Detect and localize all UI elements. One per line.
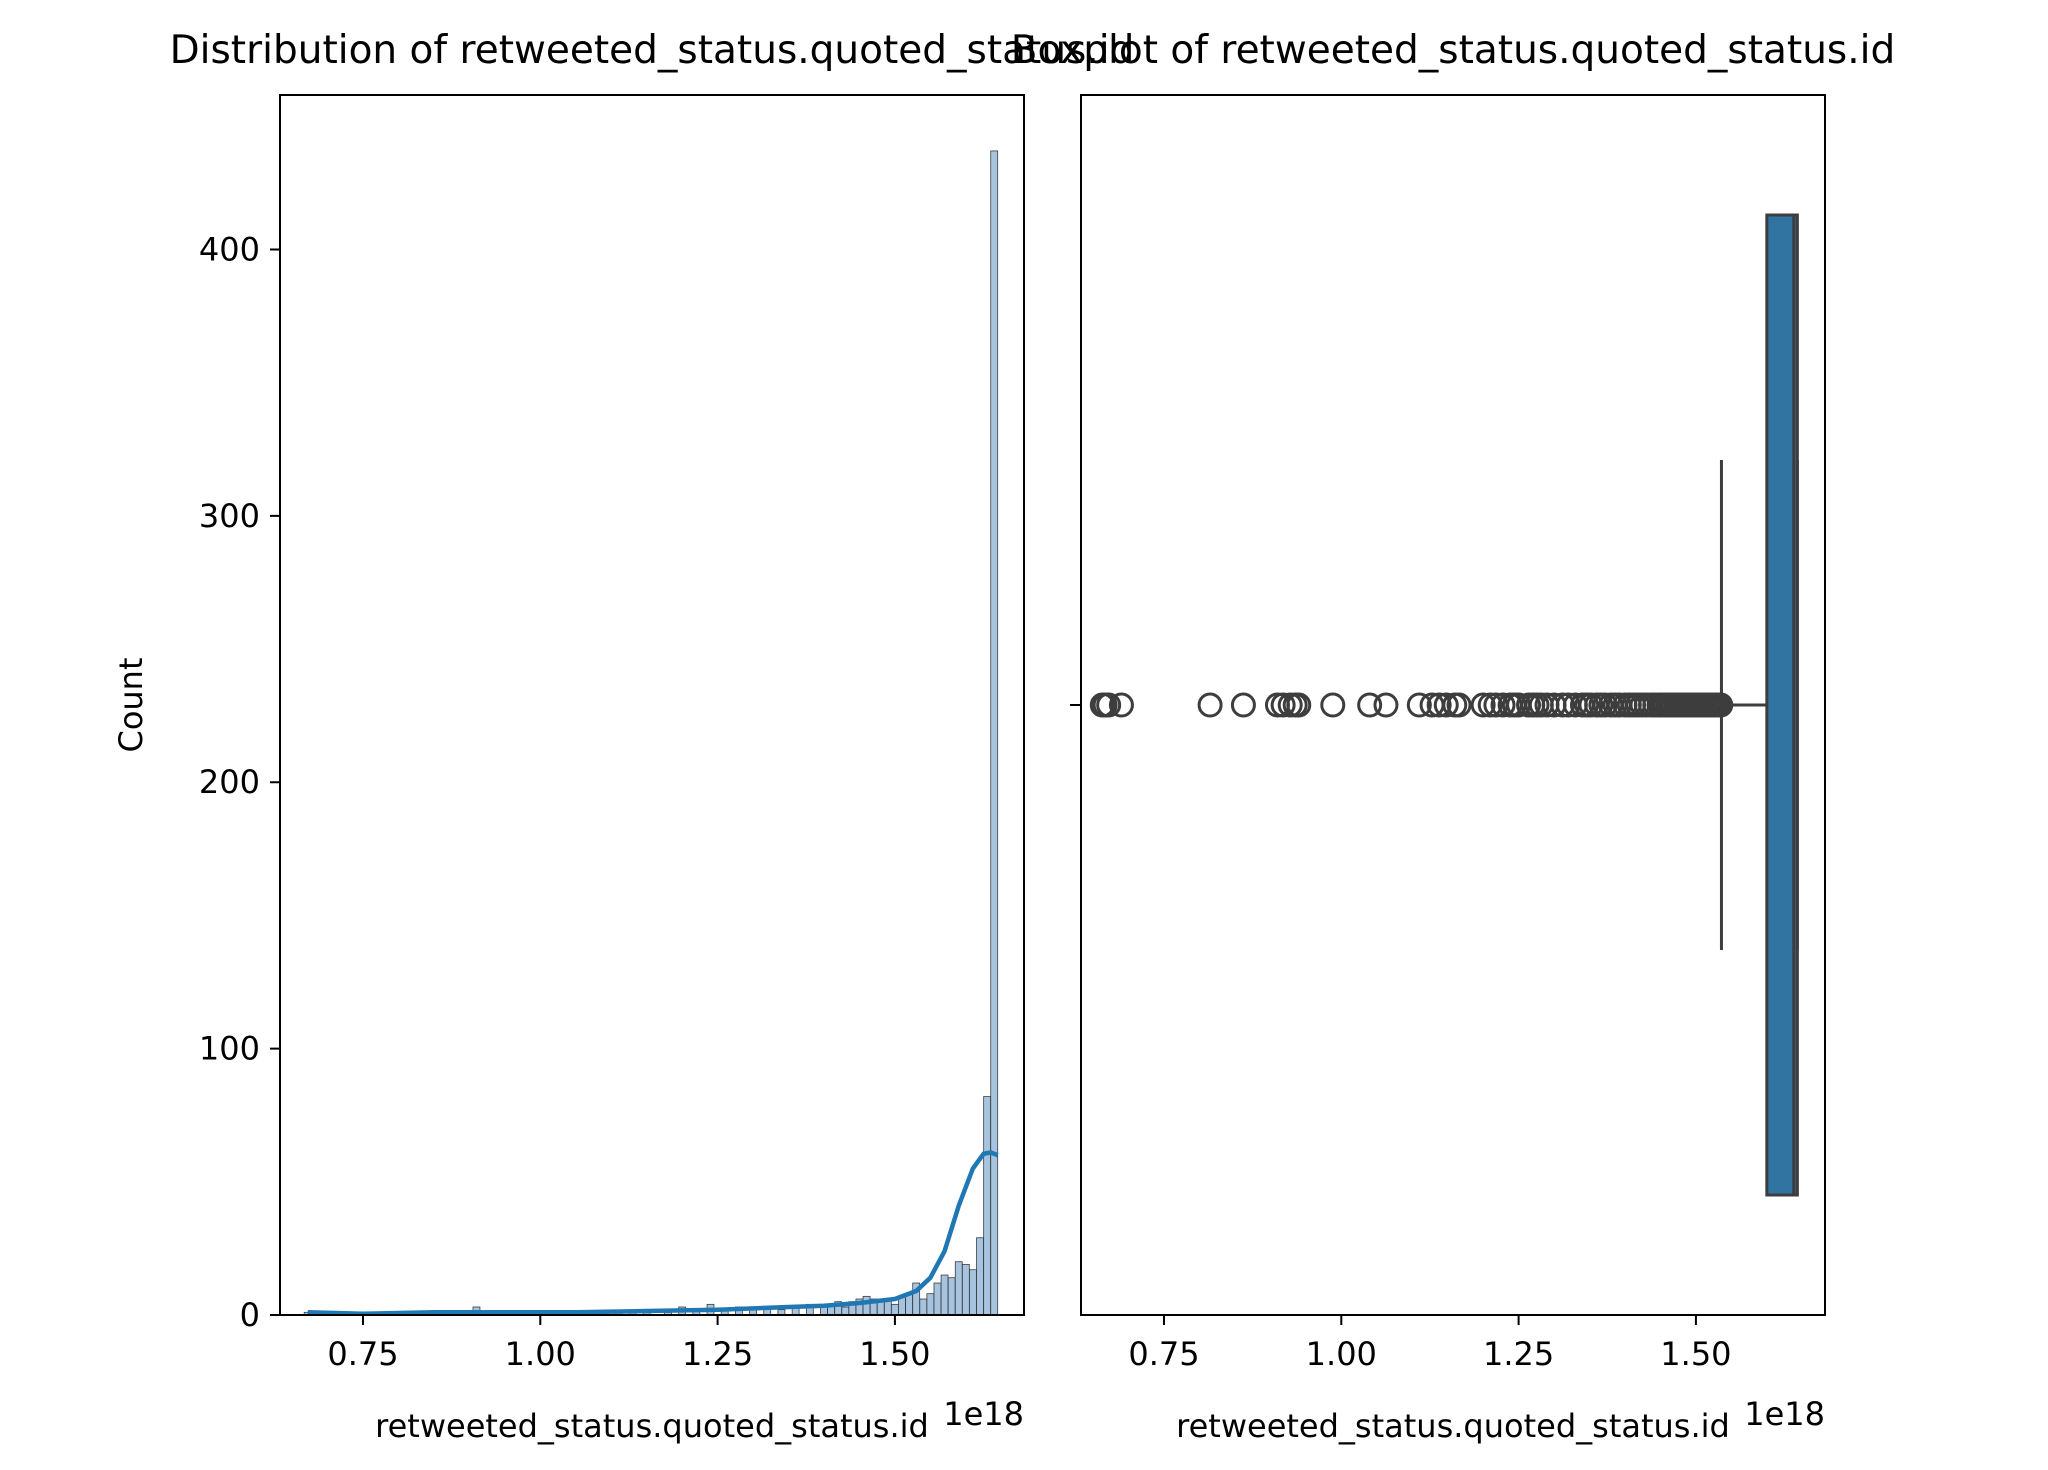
histogram-bar: [940, 1274, 949, 1316]
outlier-point: [1446, 692, 1472, 718]
histogram-bar: [862, 1295, 871, 1316]
histogram-bar: [926, 1293, 935, 1316]
y-tick-label: 100: [199, 1030, 260, 1068]
x-tick-label: 1.25: [682, 1335, 753, 1373]
outlier-point: [1490, 692, 1516, 718]
histogram-x-axis-label: retweeted_status.quoted_status.id: [375, 1407, 929, 1445]
histogram-bar: [954, 1261, 963, 1316]
histogram-bar: [990, 150, 999, 1316]
outlier-point: [1433, 692, 1459, 718]
histogram-bar: [820, 1306, 828, 1316]
histogram-y-ticks: 0 100 200 300 400: [199, 230, 280, 1334]
x-tick-label: 1.00: [505, 1335, 576, 1373]
histogram-bar: [969, 1269, 977, 1316]
outlier-point: [1286, 692, 1312, 718]
histogram-bar: [976, 1237, 984, 1316]
histogram-bar: [933, 1282, 942, 1316]
histogram-bar: [891, 1303, 899, 1316]
boxplot-x-ticks: 0.75 1.00 1.25 1.50: [1128, 1315, 1732, 1373]
outlier-point: [1426, 692, 1452, 718]
histogram-bar: [983, 1096, 991, 1316]
y-tick-label: 200: [199, 763, 260, 801]
x-tick-label: 1.25: [1483, 1335, 1554, 1373]
outlier-point: [1406, 692, 1432, 718]
outlier-point: [1197, 692, 1223, 718]
outlier-point: [1373, 692, 1399, 718]
boxplot-outliers: [1089, 692, 1734, 718]
outlier-point: [1470, 692, 1496, 718]
boxplot-x-axis-label: retweeted_status.quoted_status.id: [1176, 1407, 1730, 1445]
histogram-bar: [876, 1301, 885, 1316]
x-tick-label: 0.75: [1128, 1335, 1199, 1373]
outlier-point: [1230, 692, 1256, 718]
x-tick-label: 1.50: [1660, 1335, 1731, 1373]
histogram-axes-frame: [279, 94, 1025, 1316]
histogram-bar: [919, 1298, 928, 1316]
y-tick-label: 400: [199, 230, 260, 268]
x-tick-label: 1.00: [1306, 1335, 1377, 1373]
boxplot-box: [1765, 213, 1799, 1197]
outlier-point: [1108, 692, 1134, 718]
boxplot-axes-frame: [1080, 94, 1826, 1316]
histogram-y-axis-label: Count: [112, 657, 150, 752]
histogram-title: Distribution of retweeted_status.quoted_…: [170, 28, 1135, 73]
outlier-point: [1320, 692, 1346, 718]
histogram-bar: [947, 1277, 956, 1316]
outlier-point: [1357, 692, 1383, 718]
histogram-bar: [961, 1263, 970, 1316]
histogram-x-offset-label: 1e18: [943, 1395, 1024, 1433]
histogram-bar: [841, 1306, 850, 1316]
outlier-point: [1096, 692, 1122, 718]
histogram-panel: 0.75 1.00 1.25 1.50 0 100 200 300 400 Distribut…: [112, 28, 1134, 1445]
kde-curve: [307, 1150, 999, 1316]
y-tick-label: 0: [240, 1296, 260, 1334]
boxplot-panel: 0.75 1.00 1.25 1.50 Boxplot of retweeted_st…: [1011, 28, 1895, 1445]
boxplot-title: Boxplot of retweeted_status.quoted_statu…: [1011, 28, 1895, 73]
x-tick-label: 1.50: [859, 1335, 930, 1373]
boxplot-x-offset-label: 1e18: [1744, 1395, 1825, 1433]
y-tick-label: 300: [199, 497, 260, 535]
x-tick-label: 0.75: [327, 1335, 398, 1373]
histogram-x-ticks: 0.75 1.00 1.25 1.50: [327, 1315, 931, 1373]
outlier-point: [1270, 692, 1296, 718]
